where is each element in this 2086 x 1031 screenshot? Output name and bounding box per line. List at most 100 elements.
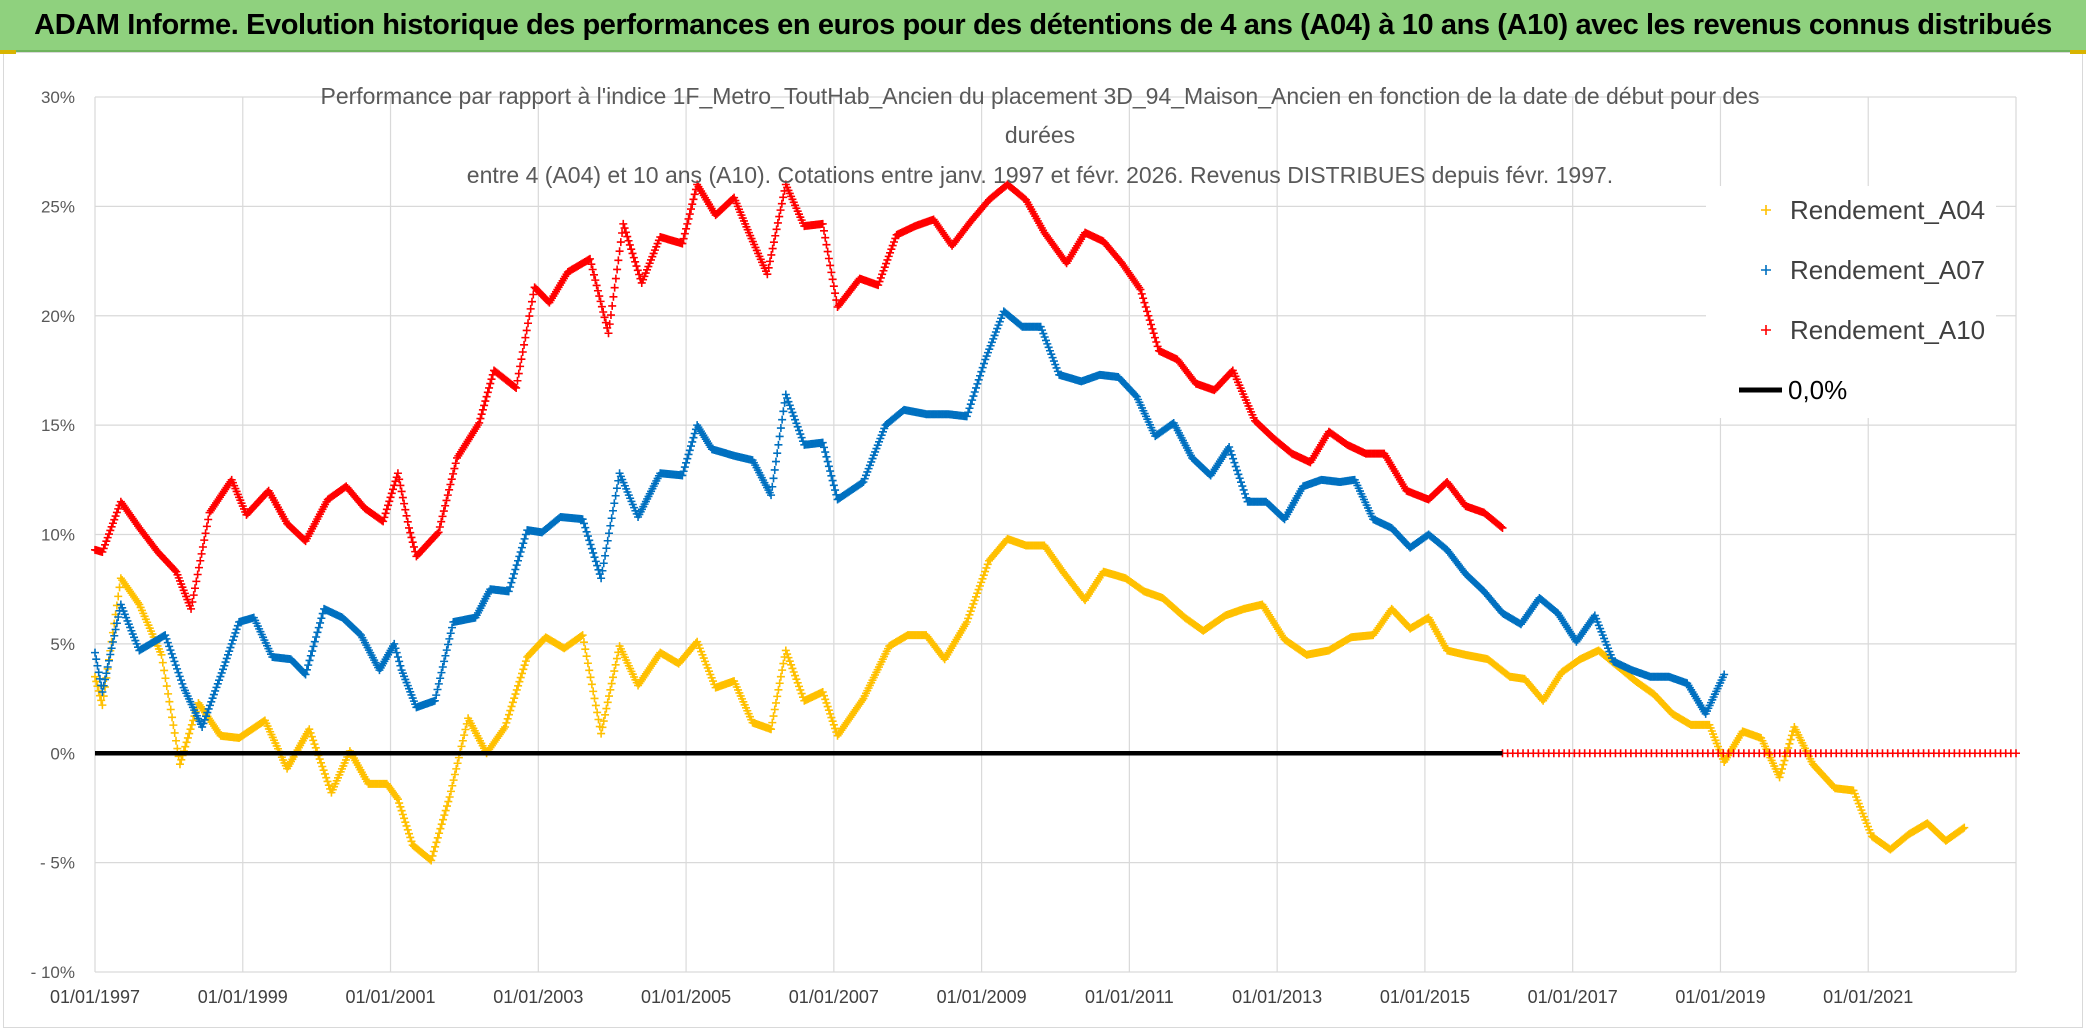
data-point bbox=[591, 701, 600, 710]
data-point bbox=[966, 400, 975, 409]
data-point bbox=[200, 715, 209, 724]
data-point bbox=[1227, 450, 1236, 459]
data-point bbox=[445, 793, 454, 801]
data-point bbox=[230, 632, 239, 641]
data-point bbox=[769, 238, 778, 247]
data-point bbox=[971, 592, 980, 601]
data-point bbox=[826, 467, 835, 476]
report-banner: ADAM Informe. Evolution historique des p… bbox=[0, 0, 2086, 52]
data-point bbox=[506, 706, 515, 715]
data-point bbox=[397, 487, 406, 496]
data-point bbox=[196, 556, 205, 565]
data-point bbox=[828, 717, 837, 726]
data-point bbox=[191, 584, 200, 593]
data-point bbox=[437, 668, 446, 677]
data-point bbox=[607, 514, 616, 523]
data-point bbox=[610, 283, 619, 292]
data-point bbox=[392, 793, 401, 802]
y-tick-label: 10% bbox=[41, 526, 75, 545]
data-point bbox=[828, 476, 837, 485]
data-point bbox=[587, 680, 596, 689]
report-title: ADAM Informe. Evolution historique des p… bbox=[34, 8, 2052, 41]
data-point bbox=[510, 694, 519, 703]
data-point bbox=[1231, 462, 1240, 471]
data-point bbox=[831, 486, 840, 495]
data-point bbox=[99, 681, 108, 690]
data-point bbox=[610, 667, 619, 676]
data-point bbox=[450, 464, 459, 473]
data-point bbox=[313, 628, 322, 637]
data-point bbox=[169, 721, 178, 730]
data-point bbox=[770, 705, 779, 714]
data-point bbox=[587, 544, 596, 553]
data-point bbox=[611, 491, 620, 500]
x-tick-label: 01/01/2011 bbox=[1085, 987, 1174, 1007]
data-point bbox=[527, 297, 536, 306]
data-point bbox=[198, 723, 207, 731]
data-point bbox=[583, 532, 592, 541]
data-point bbox=[511, 565, 520, 574]
data-point bbox=[788, 664, 797, 673]
data-point bbox=[485, 383, 494, 392]
data-point bbox=[614, 476, 623, 485]
data-point bbox=[2012, 749, 2020, 758]
data-point bbox=[1230, 458, 1239, 467]
y-axis-ticks: 30% 25% 20% 15% 10% 5% 0% - 5% - 10% bbox=[31, 88, 75, 982]
data-point bbox=[407, 837, 416, 846]
data-point bbox=[793, 678, 802, 687]
data-point bbox=[232, 625, 241, 634]
data-point bbox=[778, 415, 787, 424]
data-point bbox=[432, 838, 441, 847]
data-point bbox=[831, 724, 840, 733]
legend-label: Rendement_A07 bbox=[1790, 255, 1985, 285]
data-point bbox=[592, 281, 601, 290]
data-point bbox=[94, 686, 103, 695]
data-point bbox=[520, 661, 529, 670]
data-point bbox=[1779, 760, 1788, 769]
data-point bbox=[438, 663, 447, 671]
data-point bbox=[319, 766, 328, 775]
data-point bbox=[215, 676, 224, 685]
data-point bbox=[823, 457, 832, 466]
data-point bbox=[685, 210, 694, 219]
data-point bbox=[112, 619, 121, 628]
data-point bbox=[819, 691, 828, 700]
data-point bbox=[522, 326, 531, 335]
data-point bbox=[511, 690, 520, 699]
data-point bbox=[791, 671, 800, 680]
chart-title-line: Performance par rapport à l'indice 1F_Me… bbox=[321, 83, 1760, 109]
data-point bbox=[797, 689, 806, 698]
data-point bbox=[521, 530, 530, 539]
data-point bbox=[170, 728, 179, 737]
data-point bbox=[186, 725, 195, 734]
data-point bbox=[1776, 769, 1785, 778]
data-point bbox=[781, 646, 790, 655]
data-point bbox=[768, 244, 777, 253]
data-point bbox=[171, 661, 180, 670]
data-point bbox=[579, 519, 588, 528]
data-point bbox=[204, 704, 213, 713]
data-point bbox=[317, 758, 325, 767]
data-point bbox=[502, 718, 511, 727]
data-point bbox=[964, 614, 973, 623]
data-point bbox=[589, 687, 598, 696]
data-point bbox=[979, 571, 988, 580]
frame-corner-right bbox=[2070, 50, 2086, 54]
data-point bbox=[403, 825, 412, 834]
data-point bbox=[983, 560, 992, 569]
x-tick-label: 01/01/2015 bbox=[1380, 987, 1470, 1007]
data-point bbox=[457, 742, 466, 751]
data-point bbox=[965, 610, 974, 619]
data-point bbox=[968, 603, 977, 612]
data-point bbox=[633, 266, 642, 275]
data-point bbox=[208, 694, 217, 703]
data-point bbox=[821, 448, 830, 457]
data-point bbox=[785, 657, 794, 666]
data-point bbox=[92, 655, 101, 664]
data-point bbox=[439, 815, 448, 824]
data-point bbox=[632, 262, 641, 271]
data-point bbox=[310, 740, 319, 749]
x-tick-label: 01/01/2013 bbox=[1232, 987, 1322, 1007]
data-point bbox=[91, 648, 99, 657]
data-point bbox=[405, 829, 414, 838]
